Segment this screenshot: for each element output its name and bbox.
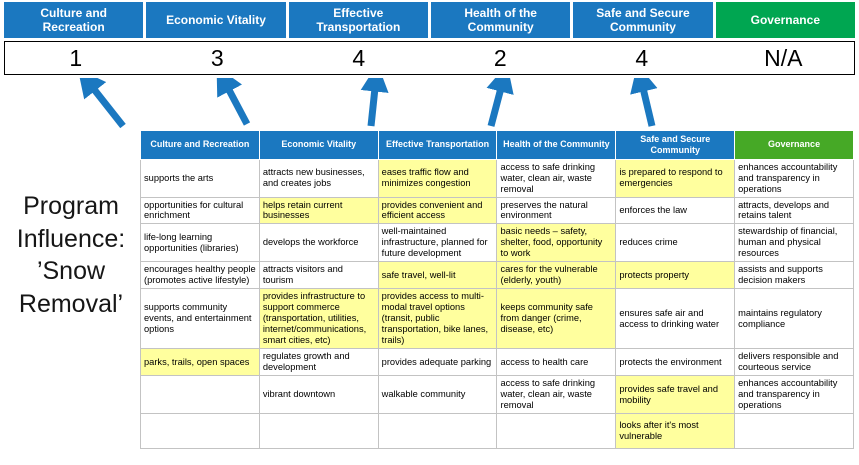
score-health-of-the-community: 2 <box>493 44 507 71</box>
page-title: Program Influence: ’Snow Removal’ <box>16 192 126 318</box>
matrix-cell: attracts, develops and retains talent <box>734 196 854 225</box>
matrix-cell: is prepared to respond to emergencies <box>615 158 736 198</box>
matrix-cell: safe travel, well-lit <box>377 261 498 290</box>
matrix-cell: regulates growth and development <box>258 348 379 377</box>
matrix-cell: enforces the law <box>615 196 736 225</box>
matrix-row: opportunities for cultural enrichment hel… <box>140 196 854 225</box>
matrix-cell: provides access to multi-modal travel op… <box>377 288 498 350</box>
matrix-cell: eases traffic flow and minimizes congest… <box>377 158 498 198</box>
matrix-cell: maintains regulatory compliance <box>734 288 854 350</box>
matrix-cell: protects property <box>615 261 736 290</box>
matrix-cell: preserves the natural environment <box>496 196 617 225</box>
pillar-header-safe-and-secure-community: Safe and Secure Community <box>573 2 713 38</box>
matrix-cell: provides safe travel and mobility <box>615 375 736 414</box>
matrix-cell: protects the environment <box>615 348 736 377</box>
matrix-cell: provides adequate parking <box>377 348 498 377</box>
matrix-cell: access to safe drinking water, clean air… <box>496 158 617 198</box>
influence-matrix: Culture and Recreation Economic Vitality E… <box>140 130 854 449</box>
pillar-header-effective-transportation: Effective Transportation <box>288 2 428 38</box>
up-arrow-icon <box>630 78 658 127</box>
up-arrow-icon <box>216 78 251 126</box>
matrix-cell <box>140 412 260 449</box>
score-governance: N/A <box>764 44 803 71</box>
matrix-cell: supports community events, and entertain… <box>140 288 260 350</box>
pillar-header-row: Culture and Recreation Economic Vitality E… <box>4 2 855 38</box>
matrix-cell: provides infrastructure to support comme… <box>258 288 379 350</box>
matrix-cell: basic needs – safety, shelter, food, opp… <box>496 223 617 263</box>
matrix-cell: life-long learning opportunities (librar… <box>140 223 260 263</box>
matrix-body: supports the arts attracts new businesses… <box>140 158 854 449</box>
matrix-cell <box>734 412 854 449</box>
matrix-cell <box>496 412 617 449</box>
matrix-cell <box>140 375 260 414</box>
matrix-row: looks after it's most vulnerable <box>140 412 854 449</box>
matrix-cell <box>377 412 498 449</box>
matrix-cell: assists and supports decision makers <box>734 261 854 290</box>
matrix-header-row: Culture and Recreation Economic Vitality E… <box>140 130 854 160</box>
up-arrow-icon <box>486 78 514 127</box>
matrix-cell: enhances accountability and transparency… <box>734 375 854 414</box>
pillar-header-economic-vitality: Economic Vitality <box>146 2 286 38</box>
matrix-header-economic-vitality: Economic Vitality <box>258 130 379 160</box>
arrows <box>77 78 658 129</box>
matrix-row: parks, trails, open spaces regulates grow… <box>140 348 854 377</box>
matrix-cell: access to health care <box>496 348 617 377</box>
up-arrow-icon <box>77 78 126 129</box>
matrix-header-governance: Governance <box>734 130 854 160</box>
matrix-cell: keeps community safe from danger (crime,… <box>496 288 617 350</box>
scoreboard: 1 3 4 2 4 N/A <box>4 41 855 75</box>
matrix-cell: stewardship of financial, human and phys… <box>734 223 854 263</box>
score-culture-and-recreation: 1 <box>69 44 83 71</box>
matrix-row: encourages healthy people (promotes acti… <box>140 261 854 290</box>
matrix-cell: helps retain current businesses <box>258 196 379 225</box>
matrix-header-health-of-the-community: Health of the Community <box>496 130 617 160</box>
matrix-cell: vibrant downtown <box>258 375 379 414</box>
matrix-cell: encourages healthy people (promotes acti… <box>140 261 260 290</box>
pillar-header-culture-and-recreation: Culture and Recreation <box>4 2 144 38</box>
score-safe-and-secure-community: 4 <box>635 44 649 71</box>
matrix-cell <box>258 412 379 449</box>
matrix-cell: ensures safe air and access to drinking … <box>615 288 736 350</box>
matrix-cell: parks, trails, open spaces <box>140 348 260 377</box>
matrix-cell: well-maintained infrastructure, planned … <box>377 223 498 263</box>
score-economic-vitality: 3 <box>210 44 224 71</box>
matrix-row: supports the arts attracts new businesses… <box>140 158 854 198</box>
matrix-cell: looks after it's most vulnerable <box>615 412 736 449</box>
matrix-row: vibrant downtown walkable community access… <box>140 375 854 414</box>
matrix-row: life-long learning opportunities (librar… <box>140 223 854 263</box>
matrix-cell: attracts visitors and tourism <box>258 261 379 290</box>
matrix-cell: supports the arts <box>140 158 260 198</box>
matrix-cell: access to safe drinking water, clean air… <box>496 375 617 414</box>
matrix-header-safe-and-secure-community: Safe and Secure Community <box>615 130 736 160</box>
matrix-cell: opportunities for cultural enrichment <box>140 196 260 225</box>
matrix-cell: provides convenient and efficient access <box>377 196 498 225</box>
up-arrow-icon <box>360 78 389 127</box>
score-effective-transportation: 4 <box>352 44 366 71</box>
matrix-header-culture-and-recreation: Culture and Recreation <box>140 130 260 160</box>
matrix-cell: develops the workforce <box>258 223 379 263</box>
matrix-row: supports community events, and entertain… <box>140 288 854 350</box>
matrix-cell: walkable community <box>377 375 498 414</box>
matrix-cell: reduces crime <box>615 223 736 263</box>
matrix-cell: enhances accountability and transparency… <box>734 158 854 198</box>
matrix-cell: delivers responsible and courteous servi… <box>734 348 854 377</box>
matrix-header-effective-transportation: Effective Transportation <box>377 130 498 160</box>
pillar-header-health-of-the-community: Health of the Community <box>430 2 571 38</box>
matrix-cell: attracts new businesses, and creates job… <box>258 158 379 198</box>
pillar-header-governance: Governance <box>715 2 855 38</box>
matrix-cell: cares for the vulnerable (elderly, youth… <box>496 261 617 290</box>
